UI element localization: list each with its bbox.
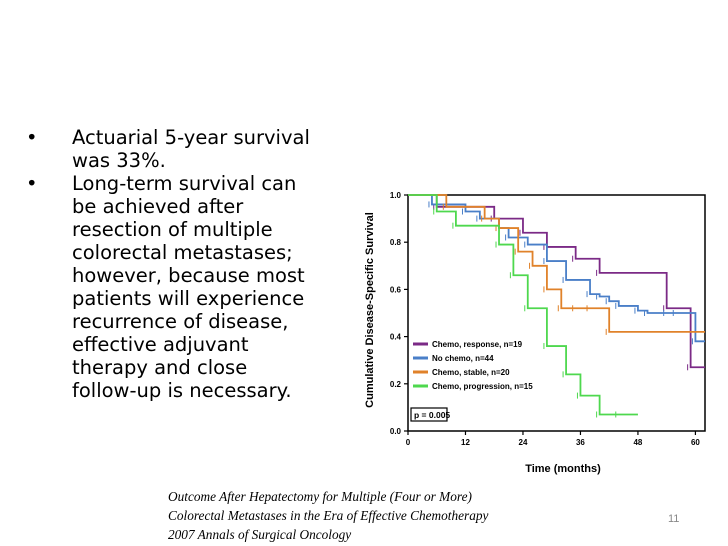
bullet-line: therapy and close [72, 356, 248, 379]
bullet-line: recurrence of disease, [72, 310, 289, 333]
chart-legend: Chemo, response, n=19 No chemo, n=44 Chemo… [410, 338, 536, 398]
legend-label-1: Chemo, response, n=19 [432, 340, 523, 349]
x-tick-label: 12 [461, 438, 470, 447]
bullet-line: Long-term survival can [72, 172, 297, 195]
y-tick-label: 0.2 [390, 380, 402, 389]
legend-label-4: Chemo, progression, n=15 [432, 382, 533, 391]
bullet-line: patients will experience [72, 287, 305, 310]
plot-frame [407, 194, 706, 432]
x-axis-label: Time (months) [525, 463, 601, 475]
y-tick-label: 0.6 [390, 285, 402, 294]
bullet-marker: • [26, 126, 38, 149]
legend-label-2: No chemo, n=44 [432, 354, 494, 363]
citation-line: 2007 Annals of Surgical Oncology [168, 527, 352, 542]
citation-line: Outcome After Hepatectomy for Multiple (… [168, 489, 472, 504]
series-line-4 [408, 194, 638, 416]
bullet-line: Actuarial 5-year survival [72, 126, 310, 149]
chart-axes: 0 12 24 36 48 60 0.0 0.2 0.4 0.6 0.8 1.0 [390, 191, 706, 447]
x-tick-label: 0 [406, 438, 411, 447]
x-tick-label: 24 [519, 438, 528, 447]
y-tick-label: 0.4 [390, 333, 402, 342]
bullet-line: resection of multiple [72, 218, 273, 241]
bullet-marker: • [26, 172, 38, 195]
p-value-annotation: p = 0.005 [414, 410, 450, 420]
y-tick-label: 0.0 [390, 427, 402, 436]
bullet-list: • Actuarial 5-year survival was 33%. • L… [22, 126, 342, 402]
x-tick-label: 36 [576, 438, 585, 447]
bullet-item-survival: • Actuarial 5-year survival was 33%. [22, 126, 342, 172]
legend-label-3: Chemo, stable, n=20 [432, 368, 510, 377]
series-line-2 [408, 194, 705, 343]
series-line-3 [408, 194, 705, 333]
y-axis-label: Cumulative Disease-Specific Survival [364, 212, 376, 408]
y-tick-label: 0.8 [390, 238, 402, 247]
x-tick-label: 60 [691, 438, 700, 447]
y-tick-label: 1.0 [390, 191, 402, 200]
chart-series-group [408, 194, 705, 418]
bullet-line: was 33%. [72, 149, 166, 172]
bullet-line: however, because most [72, 264, 305, 287]
bullet-line: be achieved after [72, 195, 244, 218]
bullet-line: effective adjuvant [72, 333, 249, 356]
p-value-box [410, 407, 448, 422]
citation: Outcome After Hepatectomy for Multiple (… [168, 487, 588, 544]
legend-box [410, 338, 536, 398]
bullet-item-long-term: • Long-term survival can be achieved aft… [22, 172, 342, 402]
bullet-line: colorectal metastases; [72, 241, 293, 264]
page-number: 11 [668, 513, 680, 525]
x-tick-label: 48 [633, 438, 642, 447]
survival-chart: 0 12 24 36 48 60 0.0 0.2 0.4 0.6 0.8 1.0 Chemo, res… [364, 191, 706, 475]
bullet-line: follow-up is necessary. [72, 379, 292, 402]
citation-line: Colorectal Metastases in the Era of Effe… [168, 508, 489, 523]
